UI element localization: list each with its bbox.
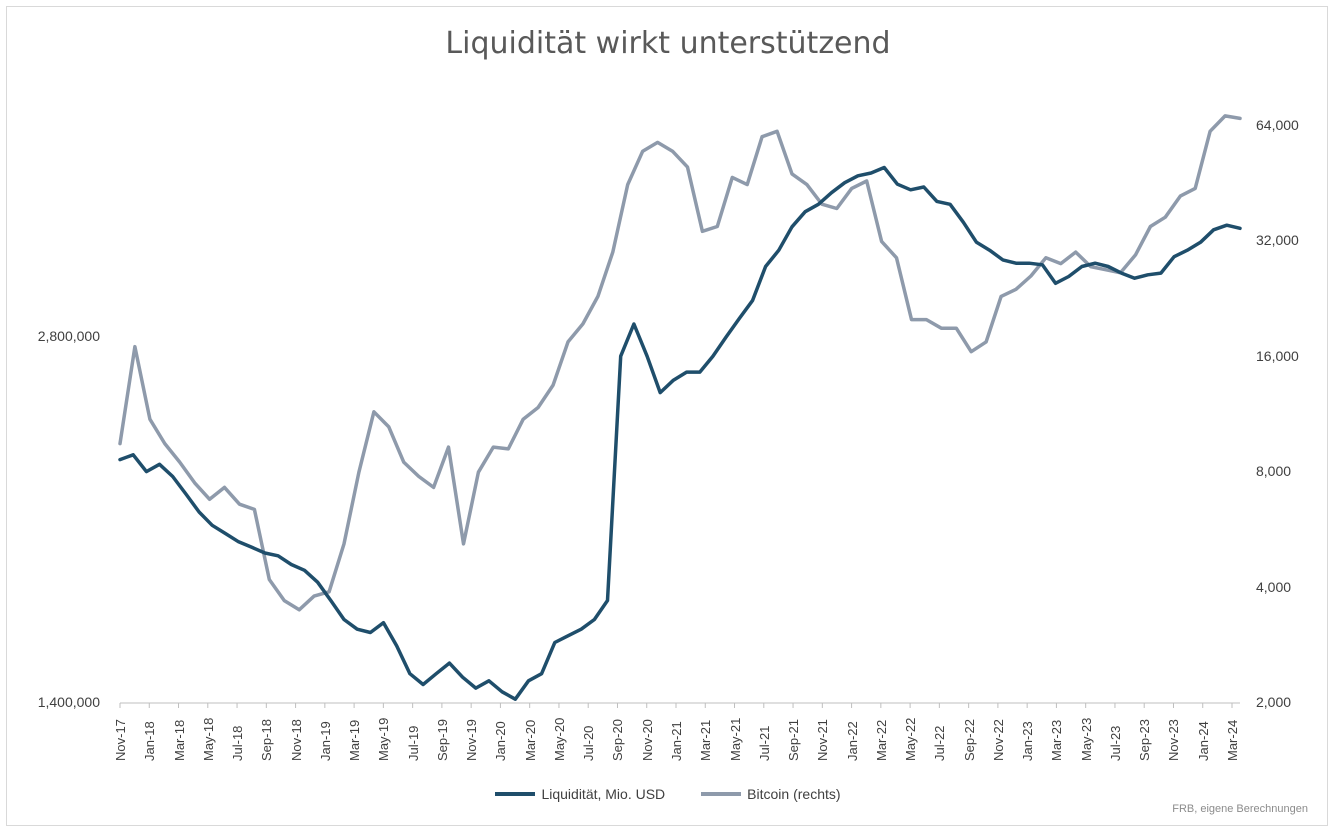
x-tick-label: Nov-18 [288,719,304,761]
x-tick-label: May-22 [903,717,919,761]
x-tick-label: Nov-17 [113,719,128,761]
x-tick-label: Mar-20 [522,719,538,761]
legend-label-liquidity: Liquidität, Mio. USD [541,786,666,802]
x-tick-label: Nov-20 [639,719,655,761]
x-tick-label: May-19 [376,717,392,761]
x-tick-label: Sep-23 [1137,719,1153,761]
x-tick-label: Jan-21 [669,721,684,761]
x-tick-label: Mar-24 [1225,719,1240,761]
x-tick-label: Nov-23 [1166,719,1182,761]
y-right-tick-label: 2,000 [1256,694,1292,710]
x-tick-label: Mar-18 [171,719,187,761]
y-right-tick-label: 16,000 [1256,347,1299,364]
y-right-tick-label: 4,000 [1256,578,1292,595]
x-tick-label: May-20 [551,717,567,761]
x-tick-label: Jul-22 [932,725,948,761]
legend-swatch-bitcoin [701,792,742,796]
x-tick-label: Mar-19 [347,719,363,761]
y-right-tick-label: 32,000 [1256,232,1299,249]
x-tick-label: Jan-19 [317,721,333,761]
x-tick-label: Nov-19 [464,719,480,761]
y-left-tick-label: 2,800,000 [37,328,100,344]
legend: Liquidität, Mio. USD Bitcoin (rechts) [0,786,1336,802]
legend-label-bitcoin: Bitcoin (rechts) [747,786,841,802]
x-tick-label: May-18 [200,717,216,761]
legend-item-bitcoin[interactable]: Bitcoin (rechts) [701,786,841,802]
x-tick-label: Nov-22 [990,719,1006,761]
x-tick-label: Mar-21 [698,719,714,761]
x-tick-label: Sep-22 [961,719,977,761]
x-tick-label: Jul-19 [405,725,421,761]
x-tick-label: Jan-18 [142,721,158,761]
x-tick-label: Nov-21 [815,719,831,761]
x-tick-label: Jan-23 [1020,721,1036,761]
x-tick-label: Mar-23 [1049,719,1065,761]
x-tick-label: Sep-18 [259,719,275,761]
x-tick-label: Jan-20 [493,721,509,761]
x-tick-label: Jul-20 [581,725,597,761]
x-tick-label: Mar-22 [873,719,889,761]
x-tick-label: Jul-21 [756,725,772,761]
x-tick-label: Sep-19 [434,719,450,761]
y-right-tick-label: 8,000 [1256,463,1292,480]
legend-item-liquidity[interactable]: Liquidität, Mio. USD [495,786,665,802]
x-tick-label: Sep-21 [786,719,802,761]
x-tick-label: Jan-22 [844,721,860,761]
source-note: FRB, eigene Berechnungen [1172,803,1308,815]
chart-title: Liquidität wirkt unterstützend [445,26,891,61]
y-right-tick-label: 64,000 [1256,117,1299,133]
series-line-liquidity [118,165,1242,701]
x-tick-label: Jul-23 [1107,725,1123,761]
y-left-tick-label: 1,400,000 [37,694,100,710]
chart-frame [6,6,1328,826]
x-tick-label: May-21 [727,717,743,761]
x-tick-label: Jan-24 [1195,721,1211,761]
legend-swatch-liquidity [495,792,536,796]
x-tick-label: May-23 [1078,717,1094,761]
x-tick-label: Jul-18 [230,725,246,761]
x-tick-label: Sep-20 [610,719,626,761]
series-line-bitcoin [118,114,1242,612]
